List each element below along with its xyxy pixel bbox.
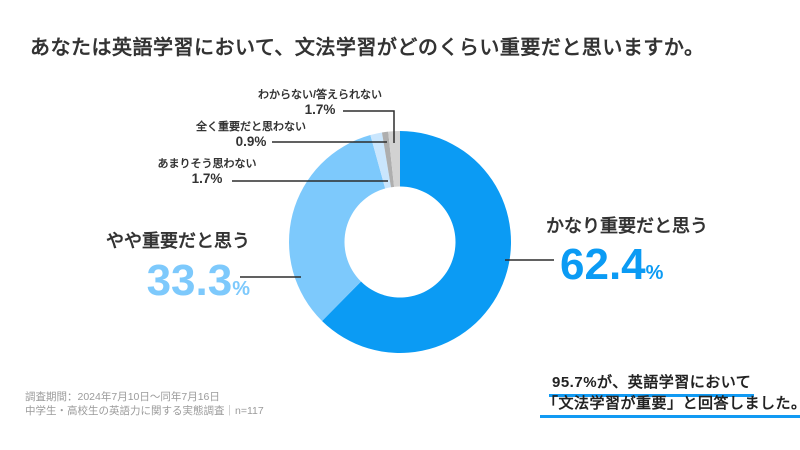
footer-note: 調査期間：2024年7月10日〜同年7月16日 中学生・高校生の英語力に関する実… <box>25 391 264 418</box>
callout-amari-label: あまりそう思わない <box>157 158 257 170</box>
donut-slice-3 <box>381 131 395 188</box>
donut-slice-0 <box>322 131 512 353</box>
callout-secondary-number: 33.3 <box>146 256 233 305</box>
donut-slice-2 <box>370 132 391 189</box>
callout-secondary-value: 33.3% <box>106 259 250 303</box>
annotation-line-2: 「文法学習が重要」と回答しました。 <box>540 392 800 418</box>
callout-mattaku-value: 0.9% <box>235 134 267 149</box>
callout-amari-value: 1.7% <box>191 171 223 186</box>
callout-primary-number: 62.4 <box>560 240 646 289</box>
donut-slices <box>289 130 512 353</box>
annotation-line-1-text: 95.7%が、英語学習において <box>549 371 755 397</box>
callout-secondary-unit: % <box>232 278 250 300</box>
callout-wakaranai-label: わからない/答えられない <box>257 89 383 101</box>
annotation-line-2-text: 「文法学習が重要」と回答しました。 <box>540 392 800 418</box>
callout-primary-unit: % <box>645 262 664 284</box>
callout-mattaku-label: 全く重要だと思わない <box>196 121 306 133</box>
callout-amari: あまりそう思わない 1.7% <box>107 157 307 187</box>
callout-primary-label: かなり重要だと思う <box>546 216 708 236</box>
footer-survey-name: 中学生・高校生の英語力に関する実態調査｜n=117 <box>25 404 264 417</box>
page-title: あなたは英語学習において、文法学習がどのくらい重要だと思いますか。 <box>30 37 705 59</box>
callout-mattaku: 全く重要だと思わない 0.9% <box>151 120 351 150</box>
annotation-line-1: 95.7%が、英語学習において <box>549 371 755 397</box>
donut-slice-4 <box>388 130 400 187</box>
callout-wakaranai-value: 1.7% <box>304 102 336 117</box>
callout-primary: かなり重要だと思う 62.4% <box>546 215 708 287</box>
callout-wakaranai: わからない/答えられない 1.7% <box>220 88 420 118</box>
callout-secondary-label: やや重要だと思う <box>106 231 250 251</box>
footer-survey-period: 調査期間：2024年7月10日〜同年7月16日 <box>25 391 220 403</box>
callout-secondary: やや重要だと思う 33.3% <box>106 230 250 303</box>
leader-line-wakaranai <box>343 110 395 143</box>
callout-primary-value: 62.4% <box>560 243 708 287</box>
